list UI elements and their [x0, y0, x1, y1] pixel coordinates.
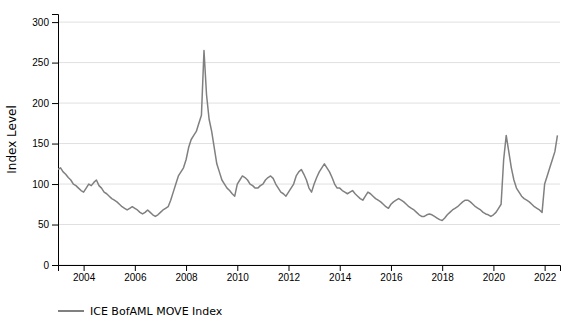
- grid-line: [58, 224, 560, 225]
- x-tick: 2004: [73, 265, 96, 283]
- x-tick-mark: [237, 265, 238, 271]
- x-tick-label: 2014: [329, 272, 352, 283]
- y-tick: 50: [38, 219, 58, 230]
- x-tick-label: 2006: [124, 272, 147, 283]
- x-tick: 2010: [227, 265, 250, 283]
- x-tick-label: 2010: [227, 272, 250, 283]
- y-tick-label: 100: [32, 179, 49, 190]
- x-tick-mark: [289, 265, 290, 271]
- y-tick-mark: [52, 63, 58, 64]
- x-tick-mark: [340, 265, 341, 271]
- x-tick: 2012: [278, 265, 301, 283]
- x-tick: 2018: [432, 265, 455, 283]
- y-tick-mark: [52, 184, 58, 185]
- x-tick: 2020: [483, 265, 506, 283]
- y-tick-label: 200: [32, 98, 49, 109]
- x-tick-mark: [493, 265, 494, 271]
- grid-line: [58, 184, 560, 185]
- x-tick: 2006: [124, 265, 147, 283]
- plot-area: 2004 2006 2008 2010 2012 2014 2016 2018 2020 2022…: [32, 15, 560, 284]
- y-tick-mark: [52, 103, 58, 104]
- x-tick: 2022: [534, 265, 557, 283]
- x-tick-mark: [84, 265, 85, 271]
- x-tick: 2014: [329, 265, 352, 283]
- x-tick-mark: [442, 265, 443, 271]
- grid-line: [58, 143, 560, 144]
- x-tick-mark: [545, 265, 546, 271]
- y-tick-mark: [52, 265, 58, 266]
- y-axis-title: Index Level: [5, 105, 19, 174]
- x-tick-label: 2016: [380, 272, 403, 283]
- x-tick-mark: [135, 265, 136, 271]
- series-group: [58, 50, 557, 220]
- x-tick-label: 2008: [175, 272, 198, 283]
- chart-svg: 2004 2006 2008 2010 2012 2014 2016 2018 2020 2022…: [0, 0, 580, 327]
- y-tick-label: 0: [43, 260, 49, 271]
- grid-line: [58, 22, 560, 23]
- y-tick: 300: [32, 17, 58, 28]
- x-tick-label: 2012: [278, 272, 301, 283]
- x-tick-mark: [186, 265, 187, 271]
- series-line: [58, 50, 557, 220]
- x-tick-label: 2020: [483, 272, 506, 283]
- grid: [58, 22, 560, 265]
- chart-container: 2004 2006 2008 2010 2012 2014 2016 2018 2020 2022…: [0, 0, 580, 327]
- y-tick-mark: [52, 225, 58, 226]
- legend-swatch: [58, 310, 84, 312]
- y-axis: 0 50 100 150 200 250 300: [32, 15, 58, 271]
- y-tick: 200: [32, 98, 58, 109]
- y-tick: 250: [32, 57, 58, 68]
- x-tick-label: 2004: [73, 272, 96, 283]
- x-axis: 2004 2006 2008 2010 2012 2014 2016 2018 2020 2022: [59, 265, 561, 283]
- x-tick-label: 2022: [534, 272, 557, 283]
- y-tick-label: 300: [32, 17, 49, 28]
- y-tick-label: 50: [38, 219, 50, 230]
- legend-item: ICE BofAML MOVE Index: [58, 305, 223, 318]
- x-tick: 2008: [175, 265, 198, 283]
- legend-label: ICE BofAML MOVE Index: [90, 305, 223, 318]
- y-tick-mark: [52, 144, 58, 145]
- y-tick-mark: [52, 22, 58, 23]
- y-tick: 100: [32, 179, 58, 190]
- y-axis-line: [52, 15, 59, 266]
- y-tick: 0: [43, 260, 58, 271]
- y-tick-label: 250: [32, 57, 49, 68]
- y-tick-label: 150: [32, 138, 49, 149]
- x-axis-line: [59, 266, 561, 272]
- grid-line: [58, 103, 560, 104]
- x-tick: 2016: [380, 265, 403, 283]
- x-tick-label: 2018: [432, 272, 455, 283]
- legend: ICE BofAML MOVE Index: [58, 305, 223, 318]
- y-tick: 150: [32, 138, 58, 149]
- x-tick-mark: [391, 265, 392, 271]
- grid-line: [58, 62, 560, 63]
